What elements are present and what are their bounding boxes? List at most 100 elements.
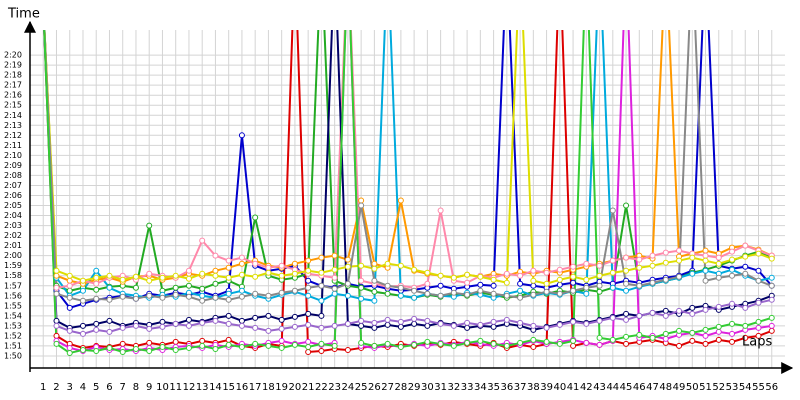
point bbox=[106, 344, 113, 351]
point bbox=[517, 339, 524, 346]
point bbox=[41, 2, 46, 7]
point bbox=[742, 263, 749, 270]
y-tick-label: 1:57 bbox=[4, 281, 22, 290]
point bbox=[676, 247, 683, 254]
point bbox=[199, 337, 206, 344]
point bbox=[41, 2, 46, 7]
point bbox=[384, 316, 391, 323]
x-tick-label: 44 bbox=[606, 382, 619, 393]
point bbox=[146, 325, 153, 332]
point bbox=[358, 322, 365, 329]
point bbox=[225, 320, 232, 327]
x-tick-label: 30 bbox=[421, 382, 434, 393]
point bbox=[623, 280, 630, 287]
point bbox=[596, 282, 603, 289]
point bbox=[331, 252, 338, 259]
point bbox=[768, 322, 775, 329]
point bbox=[212, 345, 219, 352]
point bbox=[371, 277, 378, 284]
point bbox=[477, 337, 484, 344]
y-tick-label: 1:55 bbox=[4, 301, 22, 310]
point bbox=[411, 287, 418, 294]
x-tick-label: 31 bbox=[434, 382, 447, 393]
point bbox=[371, 342, 378, 349]
x-tick-label: 35 bbox=[487, 382, 500, 393]
point bbox=[41, 2, 46, 7]
point bbox=[450, 274, 457, 281]
point bbox=[477, 281, 484, 288]
y-tick-label: 2:11 bbox=[4, 141, 22, 150]
point bbox=[530, 343, 537, 350]
point bbox=[318, 282, 325, 289]
point bbox=[185, 293, 192, 300]
point bbox=[768, 327, 775, 334]
point bbox=[543, 338, 550, 345]
point bbox=[755, 332, 762, 339]
point bbox=[371, 319, 378, 326]
y-tick-label: 1:56 bbox=[4, 291, 22, 300]
x-tick-label: 16 bbox=[236, 382, 249, 393]
point bbox=[238, 287, 245, 294]
point bbox=[570, 337, 577, 344]
point bbox=[570, 279, 577, 286]
point bbox=[623, 267, 630, 274]
point bbox=[437, 282, 444, 289]
point bbox=[676, 342, 683, 349]
point bbox=[79, 346, 86, 353]
point bbox=[464, 324, 471, 331]
point bbox=[662, 335, 669, 342]
point bbox=[238, 317, 245, 324]
point bbox=[649, 334, 656, 341]
point bbox=[132, 345, 139, 352]
point bbox=[159, 274, 166, 281]
y-tick-label: 1:50 bbox=[4, 351, 22, 360]
x-tick-label: 47 bbox=[646, 382, 659, 393]
point bbox=[755, 318, 762, 325]
point bbox=[291, 323, 298, 330]
point bbox=[424, 322, 431, 329]
point bbox=[53, 332, 60, 339]
x-tick-label: 36 bbox=[500, 382, 513, 393]
point bbox=[570, 342, 577, 349]
point bbox=[530, 336, 537, 343]
point bbox=[623, 333, 630, 340]
point bbox=[199, 285, 206, 292]
point bbox=[742, 253, 749, 260]
point bbox=[238, 271, 245, 278]
point bbox=[503, 292, 510, 299]
point bbox=[768, 282, 775, 289]
y-tick-label: 2:00 bbox=[4, 251, 22, 260]
point bbox=[278, 344, 285, 351]
point bbox=[609, 314, 616, 321]
x-tick-label: 12 bbox=[183, 382, 196, 393]
point bbox=[238, 322, 245, 329]
point bbox=[464, 291, 471, 298]
point bbox=[146, 222, 153, 229]
point bbox=[623, 340, 630, 347]
point bbox=[41, 2, 46, 7]
point bbox=[609, 269, 616, 276]
point bbox=[397, 343, 404, 350]
series-line bbox=[43, 30, 772, 335]
x-tick-label: 49 bbox=[673, 382, 686, 393]
point bbox=[755, 299, 762, 306]
point bbox=[106, 317, 113, 324]
point bbox=[318, 347, 325, 354]
x-tick-label: 53 bbox=[726, 382, 739, 393]
point bbox=[53, 317, 60, 324]
point bbox=[424, 290, 431, 297]
point bbox=[503, 279, 510, 286]
point bbox=[172, 338, 179, 345]
point bbox=[344, 320, 351, 327]
point bbox=[490, 290, 497, 297]
point bbox=[424, 280, 431, 287]
point bbox=[252, 290, 259, 297]
point bbox=[570, 318, 577, 325]
x-tick-label: 20 bbox=[289, 382, 302, 393]
point bbox=[344, 346, 351, 353]
point bbox=[146, 277, 153, 284]
point bbox=[331, 322, 338, 329]
point bbox=[238, 260, 245, 267]
point bbox=[41, 2, 46, 7]
point bbox=[291, 287, 298, 294]
